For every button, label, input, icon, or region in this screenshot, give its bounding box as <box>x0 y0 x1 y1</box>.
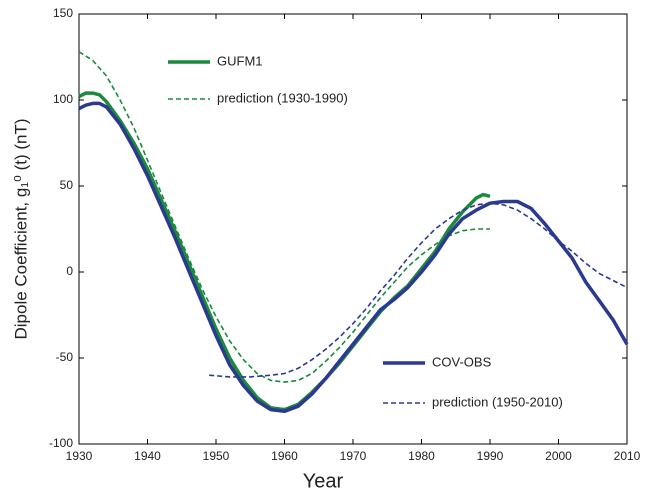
x-tick-label: 1950 <box>203 449 230 463</box>
x-tick-label: 1980 <box>408 449 435 463</box>
x-tick-label: 2000 <box>545 449 572 463</box>
x-tick-label: 1990 <box>477 449 504 463</box>
series-line <box>209 202 628 378</box>
x-tick-label: 1930 <box>66 449 93 463</box>
y-tick-label: 0 <box>66 264 73 278</box>
y-tick-label: -50 <box>56 350 74 364</box>
x-tick-label: 1970 <box>340 449 367 463</box>
legend-label: COV-OBS <box>432 354 492 369</box>
legend-label: GUFM1 <box>217 53 263 68</box>
y-tick-label: -100 <box>49 436 73 450</box>
series-line <box>78 101 629 414</box>
x-tick-label: 1960 <box>271 449 298 463</box>
legend-label: prediction (1930-1990) <box>217 90 348 105</box>
legend-label: prediction (1950-2010) <box>432 394 563 409</box>
series-line <box>78 51 490 383</box>
y-tick-label: 150 <box>53 6 73 20</box>
y-axis-label: Dipole Coefficient, g₁⁰ (t) (nT) <box>11 118 30 339</box>
series-line <box>78 91 491 412</box>
x-axis-label: Year <box>303 470 344 492</box>
x-tick-label: 2010 <box>614 449 641 463</box>
y-tick-label: 50 <box>60 178 74 192</box>
y-tick-label: 100 <box>53 92 73 106</box>
x-tick-label: 1940 <box>134 449 161 463</box>
